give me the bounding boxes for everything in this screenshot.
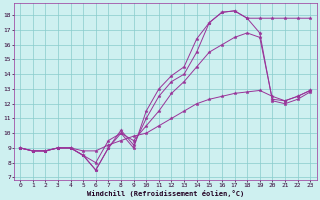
X-axis label: Windchill (Refroidissement éolien,°C): Windchill (Refroidissement éolien,°C) bbox=[86, 190, 244, 197]
